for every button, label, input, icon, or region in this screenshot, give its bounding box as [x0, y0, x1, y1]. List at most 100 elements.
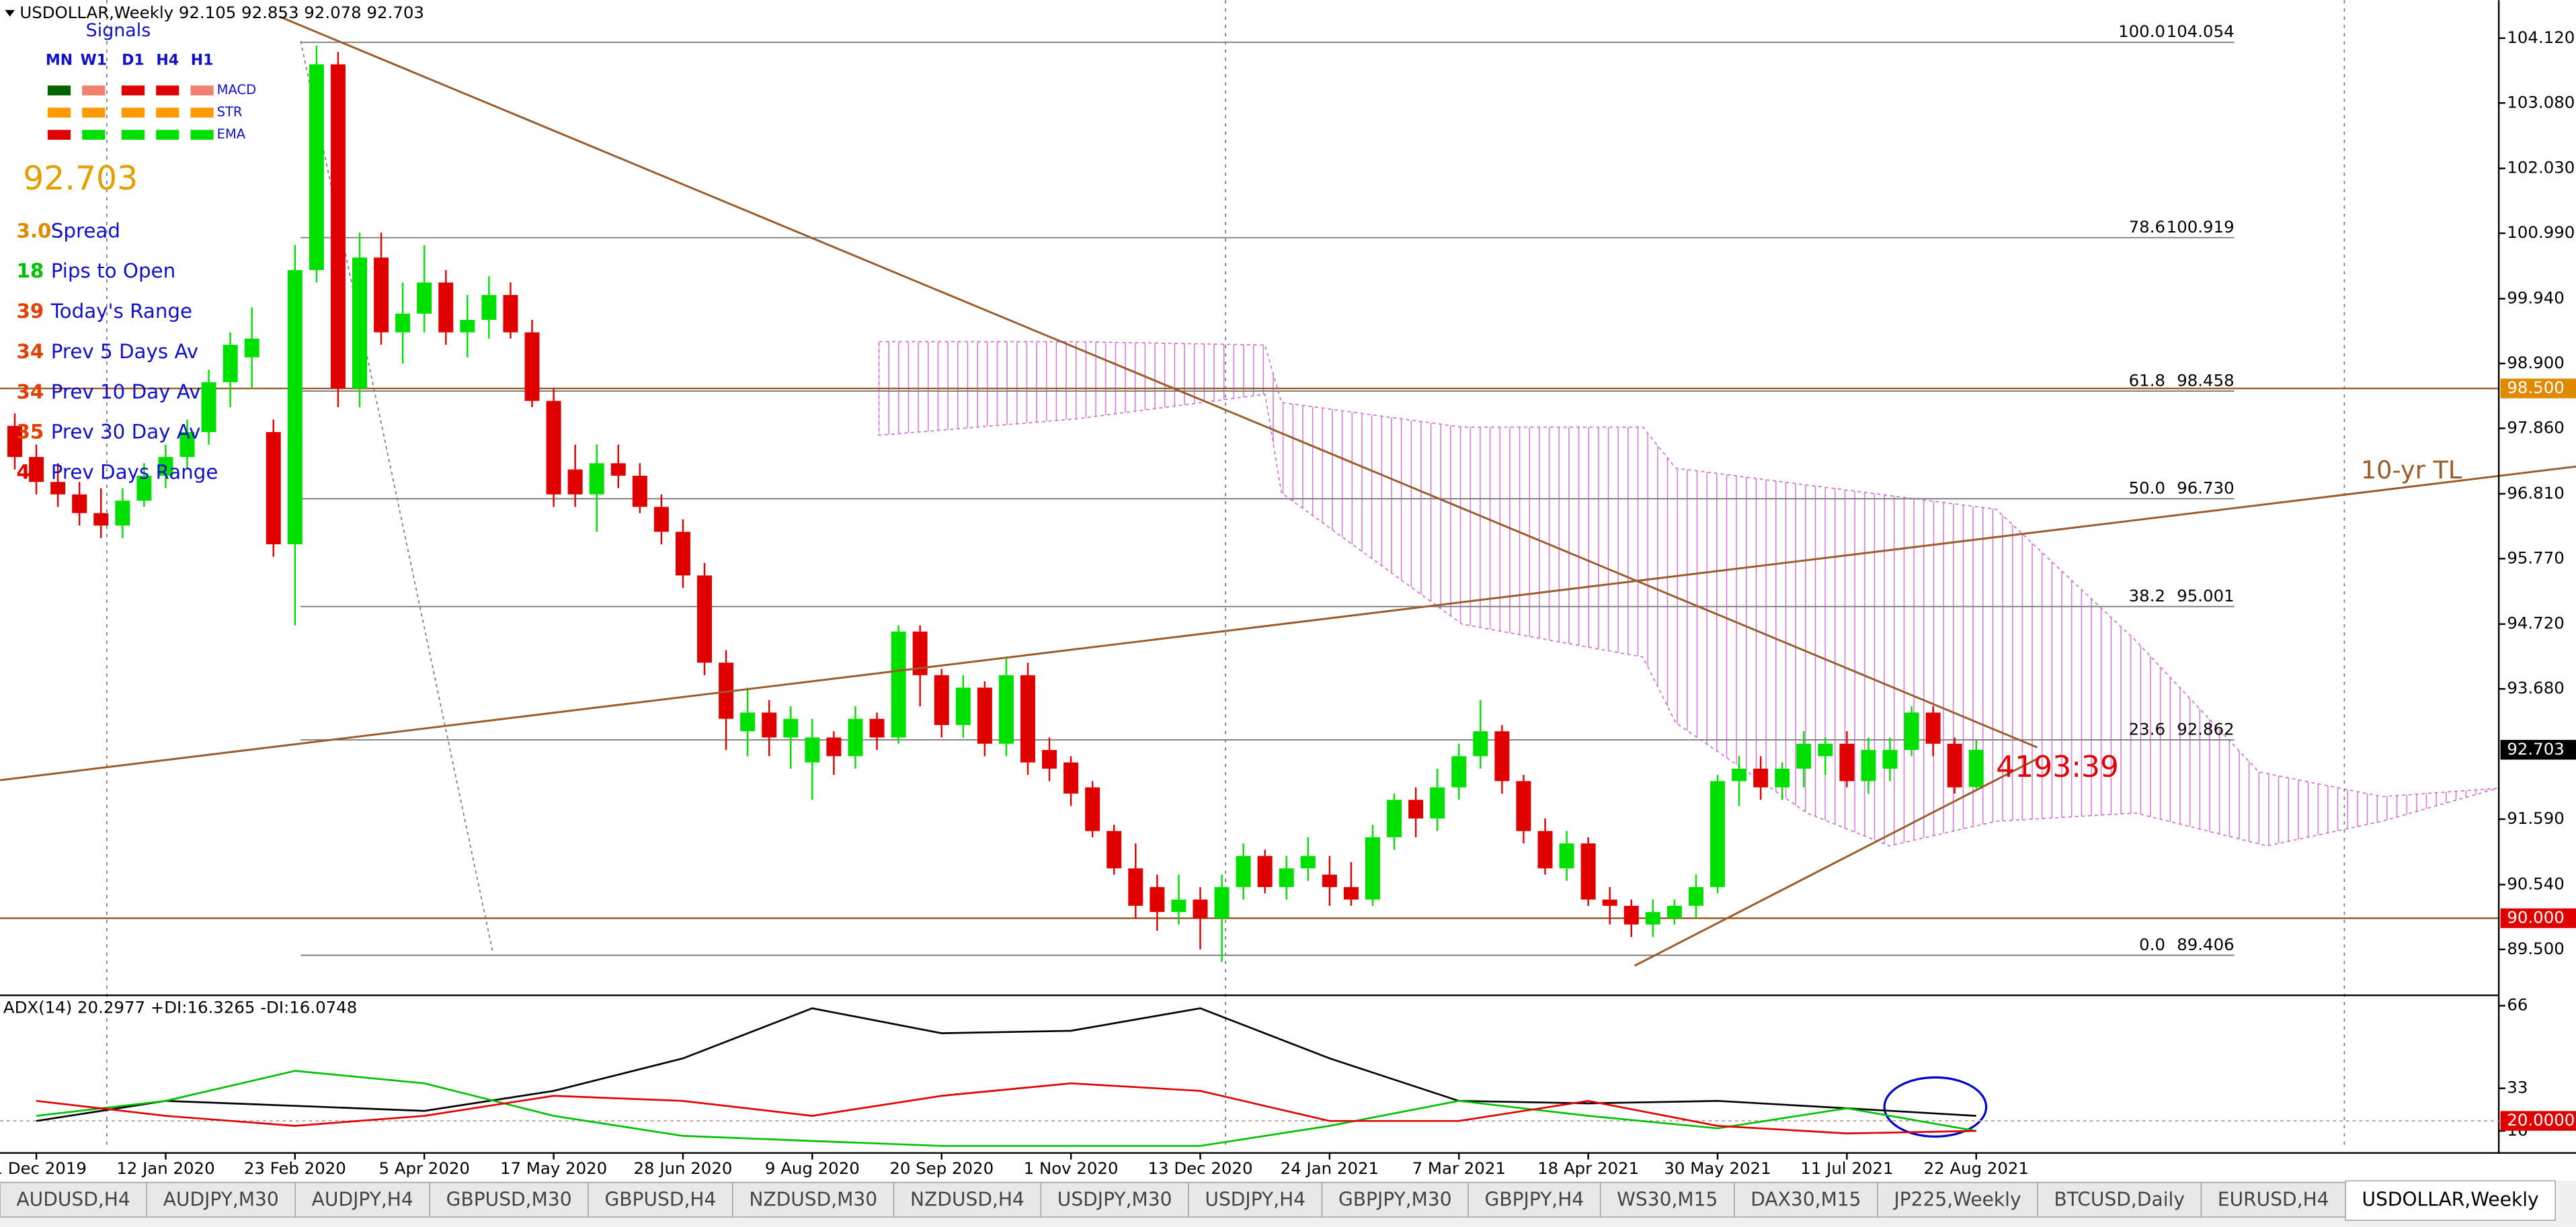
price-tick-label: 94.720: [2507, 614, 2564, 633]
tab[interactable]: [1040, 1182, 1189, 1218]
tab[interactable]: [146, 1182, 296, 1218]
fib-level-percent: 50.0: [2129, 478, 2165, 498]
signal-timeframe: H1: [191, 52, 214, 69]
tab[interactable]: [2345, 1180, 2556, 1221]
tab[interactable]: [1321, 1182, 1469, 1218]
candle-body: [1818, 743, 1833, 757]
candle-body: [1645, 912, 1660, 925]
tab[interactable]: [429, 1182, 589, 1218]
candle-body: [1602, 899, 1617, 906]
tab-label[interactable]: USDOLLAR,Weekly: [2362, 1189, 2539, 1211]
time-tick-label: 18 Apr 2021: [1537, 1158, 1639, 1178]
candle-body: [1623, 905, 1639, 925]
candle-body: [179, 432, 195, 458]
signal-square: [190, 130, 214, 140]
tab-label[interactable]: USDJPY,M30: [1057, 1189, 1172, 1211]
candle-body: [675, 532, 690, 576]
candle-body: [1150, 887, 1165, 913]
time-tick-label: 13 Dec 2020: [1148, 1158, 1252, 1178]
candle-body: [417, 282, 432, 314]
signal-square: [121, 85, 145, 95]
stat-label: Pips to Open: [51, 259, 175, 282]
price-tick-label: 89.500: [2507, 939, 2564, 958]
candle-body: [115, 501, 130, 526]
tab[interactable]: [1877, 1182, 2038, 1218]
candle-body: [1042, 750, 1057, 769]
stat-value: 35: [16, 421, 44, 443]
candle-body: [374, 257, 389, 333]
tab-label[interactable]: GBPUSD,M30: [446, 1189, 572, 1211]
tab-label[interactable]: NZDUSD,H4: [910, 1189, 1024, 1211]
time-tick-label: 5 Apr 2020: [378, 1158, 469, 1178]
candle-body: [460, 320, 475, 333]
level-box-label: 90.000: [2507, 908, 2564, 927]
tab-label[interactable]: USDJPY,H4: [1205, 1189, 1305, 1211]
tab-label[interactable]: GBPUSD,H4: [604, 1189, 716, 1211]
candle-body: [740, 712, 756, 732]
tab[interactable]: [588, 1182, 733, 1218]
candle-body: [826, 737, 842, 757]
time-tick-label: 24 Jan 2021: [1281, 1158, 1379, 1178]
tab[interactable]: [893, 1182, 1042, 1218]
signal-square: [82, 85, 106, 95]
tab[interactable]: [2037, 1182, 2202, 1218]
candle-body: [29, 457, 44, 482]
candle-body: [1236, 855, 1251, 888]
candle-body: [266, 432, 281, 544]
price-tick-label: 93.680: [2507, 678, 2564, 697]
tab-label[interactable]: JP225,Weekly: [1892, 1189, 2021, 1211]
signal-square: [47, 130, 71, 140]
signal-row-label: STR: [217, 104, 243, 120]
tab[interactable]: [1467, 1182, 1601, 1218]
time-tick-label: 20 Sep 2020: [889, 1158, 994, 1178]
candle-body: [395, 313, 411, 333]
tab[interactable]: [0, 1182, 147, 1218]
trend-line: [1634, 757, 2038, 967]
tab-label[interactable]: BTCUSD,Daily: [2054, 1189, 2185, 1211]
tab-label[interactable]: GBPJPY,H4: [1485, 1189, 1584, 1211]
highlight-ellipse: [1883, 1076, 1988, 1138]
tab-label[interactable]: AUDJPY,H4: [312, 1189, 413, 1211]
stat-label: Prev 30 Day Av: [51, 421, 201, 443]
candle-body: [1904, 712, 1919, 751]
candle-body: [1106, 831, 1122, 869]
candle-body: [912, 631, 928, 675]
tab-label[interactable]: NZDUSD,M30: [749, 1189, 877, 1211]
adx-title: ADX(14) 20.2977 +DI:16.3265 -DI:16.0748: [3, 998, 357, 1017]
tab-label[interactable]: GBPJPY,M30: [1338, 1189, 1452, 1211]
tab[interactable]: [2200, 1182, 2346, 1218]
signal-square: [121, 108, 145, 118]
candle-body: [719, 663, 734, 719]
candle-body: [330, 64, 346, 389]
tab-bar: AUDUSD,H4 AUDJPY,M30 AUDJPY,H4 GBPUSD,M30 GB…: [0, 1180, 2576, 1227]
candle-body: [998, 675, 1014, 744]
tab-label[interactable]: WS30,M15: [1617, 1189, 1718, 1211]
candle-body: [503, 294, 518, 333]
tab-label[interactable]: EURUSD,H4: [2218, 1189, 2329, 1211]
signal-timeframe: W1: [81, 52, 108, 69]
stat-label: Prev Days Range: [51, 461, 218, 484]
candle-body: [524, 332, 540, 401]
time-tick-label: 28 Jun 2020: [634, 1158, 733, 1178]
tab[interactable]: [1734, 1182, 1878, 1218]
tab[interactable]: [1599, 1182, 1735, 1218]
candle-body: [1473, 731, 1488, 757]
tab-label[interactable]: AUDUSD,H4: [16, 1189, 130, 1211]
candle-body: [653, 507, 669, 532]
stat-value: 47: [16, 461, 44, 484]
candle-body: [309, 64, 324, 270]
tab-label[interactable]: DAX30,M15: [1750, 1189, 1861, 1211]
tab-label[interactable]: AUDJPY,M30: [163, 1189, 279, 1211]
signal-square: [82, 108, 106, 118]
symbol-info: USDOLLAR,Weekly 92.105 92.853 92.078 92.…: [19, 3, 424, 22]
candle-body: [1322, 874, 1337, 888]
signal-square: [156, 130, 179, 140]
fib-level-value: 104.054: [2167, 22, 2235, 41]
trend-annotation: 10-yr TL: [2361, 456, 2462, 484]
candle-body: [1387, 800, 1402, 837]
fib-level-percent: 61.8: [2129, 370, 2165, 390]
level-box: [2500, 740, 2576, 760]
candle-body: [244, 338, 259, 357]
menu-arrow[interactable]: [5, 9, 15, 17]
trend-line: [0, 465, 2576, 781]
